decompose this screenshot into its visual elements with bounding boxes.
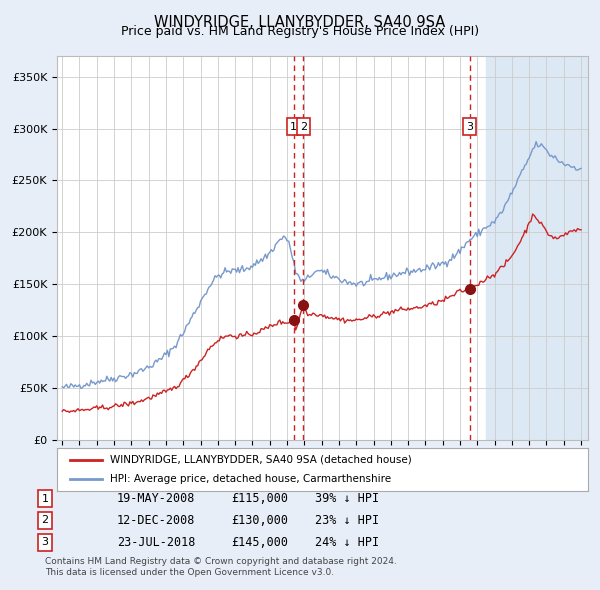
Text: Contains HM Land Registry data © Crown copyright and database right 2024.: Contains HM Land Registry data © Crown c… [45, 558, 397, 566]
Text: 19-MAY-2008: 19-MAY-2008 [117, 492, 196, 505]
Text: HPI: Average price, detached house, Carmarthenshire: HPI: Average price, detached house, Carm… [110, 474, 391, 484]
Text: £115,000: £115,000 [231, 492, 288, 505]
Text: £130,000: £130,000 [231, 514, 288, 527]
Text: 1: 1 [41, 494, 49, 503]
Text: 12-DEC-2008: 12-DEC-2008 [117, 514, 196, 527]
Text: 2: 2 [300, 122, 307, 132]
Text: 3: 3 [466, 122, 473, 132]
Bar [486, 56, 600, 440]
Text: Price paid vs. HM Land Registry's House Price Index (HPI): Price paid vs. HM Land Registry's House … [121, 25, 479, 38]
Text: 24% ↓ HPI: 24% ↓ HPI [315, 536, 379, 549]
Text: WINDYRIDGE, LLANYBYDDER, SA40 9SA (detached house): WINDYRIDGE, LLANYBYDDER, SA40 9SA (detac… [110, 455, 412, 465]
Text: 3: 3 [41, 537, 49, 547]
Text: £145,000: £145,000 [231, 536, 288, 549]
Text: 23% ↓ HPI: 23% ↓ HPI [315, 514, 379, 527]
Text: 1: 1 [290, 122, 297, 132]
Text: 2: 2 [41, 516, 49, 525]
Text: 23-JUL-2018: 23-JUL-2018 [117, 536, 196, 549]
Text: This data is licensed under the Open Government Licence v3.0.: This data is licensed under the Open Gov… [45, 568, 334, 577]
Text: WINDYRIDGE, LLANYBYDDER, SA40 9SA: WINDYRIDGE, LLANYBYDDER, SA40 9SA [154, 15, 446, 30]
Text: 39% ↓ HPI: 39% ↓ HPI [315, 492, 379, 505]
